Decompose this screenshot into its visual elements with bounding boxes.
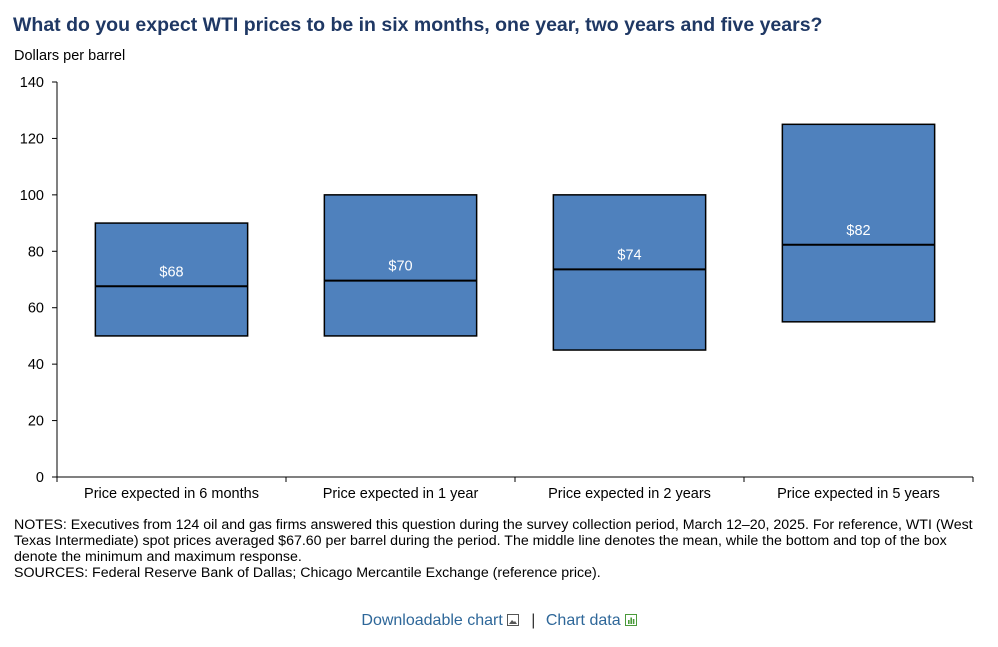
mean-label: $70 — [388, 259, 412, 275]
image-icon — [506, 613, 519, 631]
y-tick-label: 20 — [28, 414, 44, 430]
chart-links: Downloadable chart | Chart data — [0, 612, 998, 631]
chart-plot: 0 20 40 60 80 100 120 140 $68 Price expected in 6… — [20, 75, 974, 502]
y-tick-label: 40 — [28, 357, 44, 373]
x-tick-label: Price expected in 5 years — [777, 486, 940, 502]
links-separator: | — [531, 612, 536, 629]
chart-data-link[interactable]: Chart data — [546, 612, 637, 629]
x-tick-label: Price expected in 2 years — [548, 486, 711, 502]
mean-label: $82 — [846, 223, 870, 239]
chart-notes: NOTES: Executives from 124 oil and gas f… — [14, 517, 989, 581]
range-box — [323, 194, 478, 337]
x-tick-label: Price expected in 1 year — [323, 486, 479, 502]
y-tick-label: 100 — [20, 188, 44, 204]
x-tick-label: Price expected in 6 months — [84, 486, 259, 502]
notes-text: NOTES: Executives from 124 oil and gas f… — [14, 517, 973, 565]
mean-label: $68 — [159, 264, 183, 280]
y-tick-label: 120 — [20, 131, 44, 147]
y-tick-label: 0 — [36, 470, 44, 486]
y-tick-label: 140 — [20, 75, 44, 91]
downloadable-chart-link[interactable]: Downloadable chart — [361, 612, 523, 629]
downloadable-chart-label: Downloadable chart — [361, 612, 503, 629]
sources-text: SOURCES: Federal Reserve Bank of Dallas;… — [14, 565, 601, 581]
range-box — [552, 194, 707, 351]
range-box — [781, 123, 936, 323]
chart-title: What do you expect WTI prices to be in s… — [13, 14, 823, 36]
chart-data-label: Chart data — [545, 612, 621, 629]
y-axis-label: Dollars per barrel — [14, 48, 126, 64]
y-tick-label: 80 — [28, 244, 44, 260]
range-box — [94, 222, 249, 337]
spreadsheet-icon — [624, 613, 637, 631]
mean-label: $74 — [617, 247, 641, 263]
y-tick-label: 60 — [28, 301, 44, 317]
